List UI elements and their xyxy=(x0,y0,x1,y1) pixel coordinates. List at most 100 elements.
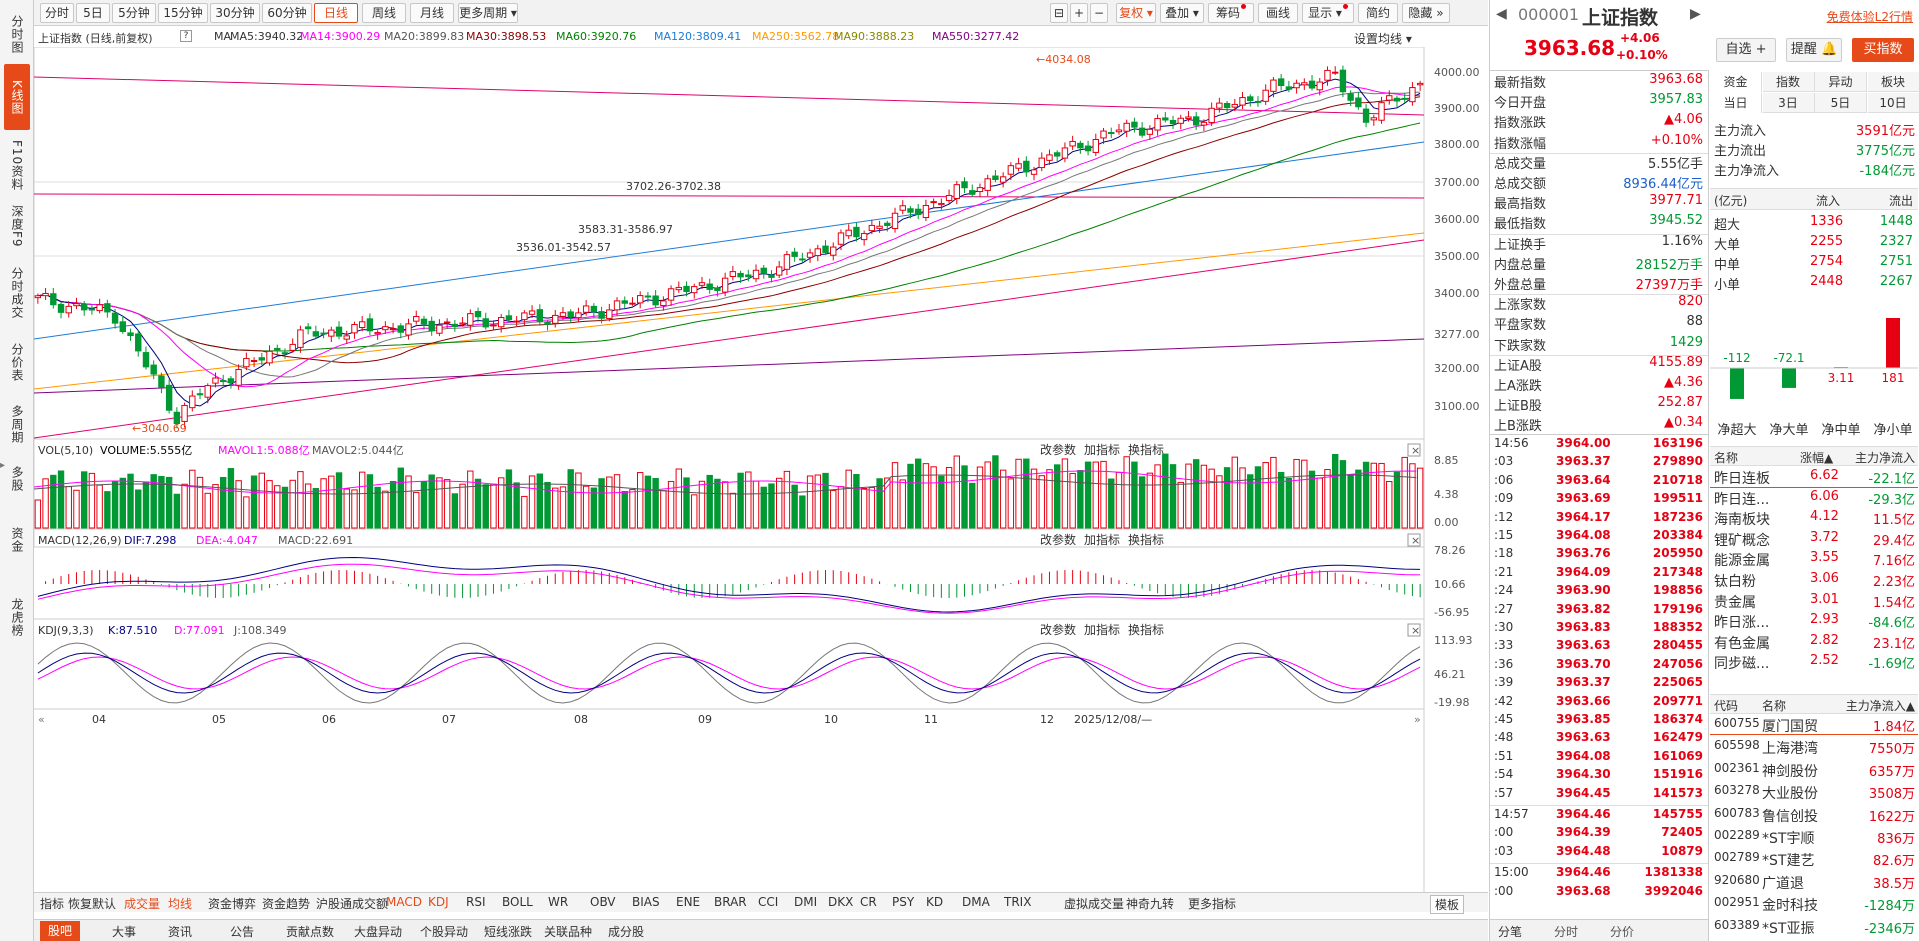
stock-code[interactable]: 603278 xyxy=(1714,783,1760,798)
indicator-tab-11[interactable]: WR xyxy=(548,895,569,909)
sector-header[interactable]: 涨幅▲ xyxy=(1800,451,1834,465)
left-tab-5[interactable]: 分价表 xyxy=(10,342,24,382)
period-6[interactable]: 日线 xyxy=(314,3,358,23)
period-5[interactable]: 60分钟 xyxy=(262,3,312,23)
stock-code[interactable]: 920680 xyxy=(1714,872,1760,887)
bottom-tab-3[interactable]: 公告 xyxy=(230,925,255,939)
indicator-tab-6[interactable]: 沪股通成交额 xyxy=(316,897,389,911)
stock-name[interactable]: *ST亚振 xyxy=(1762,920,1815,937)
indicator-tab-24[interactable]: 虚拟成交量 xyxy=(1064,897,1125,911)
fund-period-1[interactable]: 3日 xyxy=(1762,93,1815,113)
indicator-tab-25[interactable]: 神奇九转 xyxy=(1126,897,1175,911)
sector-name[interactable]: 锂矿概念 xyxy=(1714,532,1770,549)
left-tab-4[interactable]: 分时成交 xyxy=(10,267,24,319)
left-tab-7[interactable]: 多股 xyxy=(10,466,24,492)
left-tab-1[interactable]: K线图 xyxy=(4,64,30,130)
stock-header[interactable]: 主力净流入▲ xyxy=(1845,699,1915,713)
layout-icon[interactable]: ⊟ xyxy=(1050,3,1068,23)
stock-name[interactable]: 广道退 xyxy=(1762,875,1804,892)
indicator-tab-3[interactable]: 均线 xyxy=(168,897,193,911)
stock-name[interactable]: 鲁信创投 xyxy=(1762,808,1818,825)
kline-chart[interactable]: 4000.00 3900.00 3800.00 3700.00 3600.00 3500.… xyxy=(34,47,1488,892)
left-tab-2[interactable]: F10资料 xyxy=(10,140,24,192)
collapse-arrow-icon[interactable]: ▸ xyxy=(0,460,6,471)
fund-tab-2[interactable]: 异动 xyxy=(1815,72,1867,92)
sector-name[interactable]: 昨日连... xyxy=(1714,491,1770,508)
stock-name[interactable]: 厦门国贸 xyxy=(1762,719,1818,735)
stock-code[interactable]: 002289 xyxy=(1714,828,1760,842)
chips-button[interactable]: 筹码 xyxy=(1208,3,1254,23)
indicator-tab-26[interactable]: 更多指标 xyxy=(1188,897,1237,911)
stock-code[interactable]: 605598 xyxy=(1714,738,1760,753)
indicator-tab-1[interactable]: 恢复默认 xyxy=(68,897,117,911)
alert-button[interactable]: 提醒 🔔 xyxy=(1786,38,1842,62)
template-button[interactable]: 模板 xyxy=(1430,895,1465,914)
tick-tab-1[interactable]: 分时 xyxy=(1554,925,1579,939)
next-stock-icon[interactable]: ▶ xyxy=(1690,6,1701,22)
indicator-tab-5[interactable]: 资金趋势 xyxy=(262,897,311,911)
tick-tab-0[interactable]: 分笔 xyxy=(1498,925,1523,939)
sector-name[interactable]: 能源金属 xyxy=(1714,553,1770,570)
indicator-tab-7[interactable]: MACD xyxy=(386,895,422,909)
sector-name[interactable]: 有色金属 xyxy=(1714,635,1770,652)
period-9[interactable]: 更多周期 ▾ xyxy=(458,3,518,23)
indicator-tab-13[interactable]: BIAS xyxy=(632,895,660,909)
period-1[interactable]: 5日 xyxy=(76,3,110,23)
sector-name[interactable]: 海南板块 xyxy=(1714,512,1770,529)
period-4[interactable]: 30分钟 xyxy=(210,3,260,23)
stock-header[interactable]: 代码 xyxy=(1714,699,1739,713)
sector-name[interactable]: 钛白粉 xyxy=(1714,574,1756,590)
bottom-tab-2[interactable]: 资讯 xyxy=(168,925,193,939)
sector-header[interactable]: 名称 xyxy=(1714,451,1739,465)
indicator-tab-19[interactable]: CR xyxy=(860,895,877,909)
overlay-button[interactable]: 叠加 ▾ xyxy=(1160,3,1204,23)
bottom-tab-4[interactable]: 贡献点数 xyxy=(286,925,335,939)
sector-name[interactable]: 昨日涨... xyxy=(1714,615,1770,632)
left-tab-3[interactable]: 深度F9 xyxy=(10,204,24,248)
fund-period-0[interactable]: 当日 xyxy=(1710,93,1762,113)
sector-name[interactable]: 昨日连板 xyxy=(1714,471,1770,487)
stock-name[interactable]: *ST宇顺 xyxy=(1762,831,1815,847)
indicator-tab-14[interactable]: ENE xyxy=(676,895,701,909)
indicator-tab-18[interactable]: DKX xyxy=(828,895,854,909)
indicator-tab-4[interactable]: 资金博弈 xyxy=(208,897,257,911)
bottom-tab-7[interactable]: 短线涨跌 xyxy=(484,925,533,939)
indicator-tab-20[interactable]: PSY xyxy=(892,895,915,909)
bottom-tab-5[interactable]: 大盘异动 xyxy=(354,925,403,939)
period-0[interactable]: 分时 xyxy=(40,3,74,23)
period-8[interactable]: 月线 xyxy=(410,3,454,23)
left-tab-0[interactable]: 分时图 xyxy=(10,14,24,54)
stock-header[interactable]: 名称 xyxy=(1762,699,1787,713)
tick-tab-2[interactable]: 分价 xyxy=(1610,925,1635,939)
zoom-out-icon[interactable]: − xyxy=(1090,3,1108,23)
ma-settings-button[interactable]: 设置均线 ▾ xyxy=(1354,32,1412,46)
stock-code[interactable]: 600783 xyxy=(1714,805,1760,820)
period-3[interactable]: 15分钟 xyxy=(158,3,208,23)
fund-tab-3[interactable]: 板块 xyxy=(1867,72,1919,92)
indicator-tab-12[interactable]: OBV xyxy=(590,895,616,909)
indicator-tab-8[interactable]: KDJ xyxy=(428,895,449,909)
stock-name[interactable]: 大业股份 xyxy=(1762,786,1818,803)
left-tab-9[interactable]: 龙虎榜 xyxy=(10,597,24,637)
stock-name[interactable]: 金时科技 xyxy=(1762,898,1818,915)
indicator-tab-2[interactable]: 成交量 xyxy=(124,897,161,911)
draw-button[interactable]: 画线 xyxy=(1258,3,1298,23)
period-7[interactable]: 周线 xyxy=(362,3,406,23)
period-2[interactable]: 5分钟 xyxy=(112,3,156,23)
zoom-in-icon[interactable]: + xyxy=(1070,3,1088,23)
indicator-tab-21[interactable]: KD xyxy=(926,895,944,909)
display-button[interactable]: 显示 ▾ xyxy=(1302,3,1354,23)
bottom-tab-0[interactable]: 股吧 xyxy=(40,921,81,941)
stock-name[interactable]: 上海港湾 xyxy=(1762,741,1818,758)
indicator-tab-22[interactable]: DMA xyxy=(962,895,990,909)
stock-name[interactable]: *ST建艺 xyxy=(1762,853,1815,870)
indicator-tab-9[interactable]: RSI xyxy=(466,895,486,909)
stock-code[interactable]: 002951 xyxy=(1714,895,1760,910)
indicator-tab-15[interactable]: BRAR xyxy=(714,895,747,909)
sector-header[interactable]: 主力净流入 xyxy=(1854,451,1915,465)
indicator-tab-17[interactable]: DMI xyxy=(794,895,818,909)
bottom-tab-8[interactable]: 关联品种 xyxy=(544,925,593,939)
sector-name[interactable]: 贵金属 xyxy=(1714,594,1756,611)
stock-name[interactable]: 神剑股份 xyxy=(1762,763,1818,780)
stock-code[interactable]: 002361 xyxy=(1714,760,1760,775)
